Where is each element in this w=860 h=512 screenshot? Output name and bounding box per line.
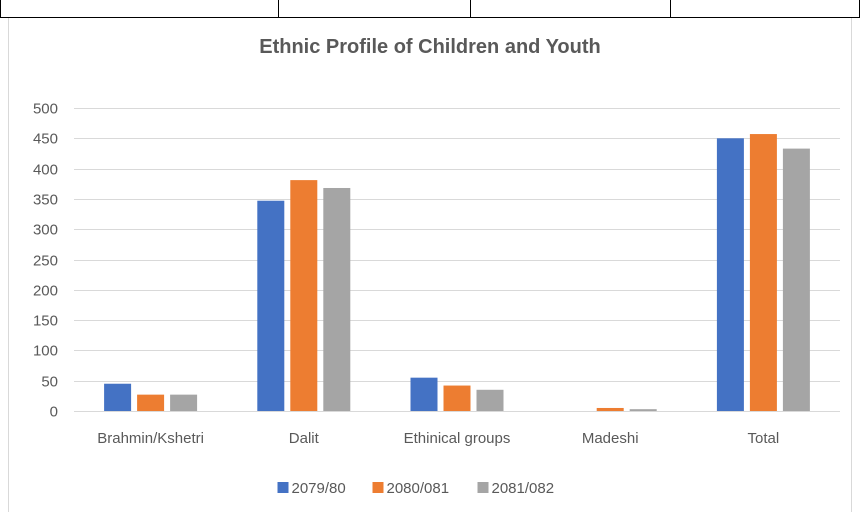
- y-tick-label: 0: [50, 404, 58, 421]
- chart-title: Ethnic Profile of Children and Youth: [259, 36, 600, 58]
- y-tick-label: 200: [33, 283, 58, 300]
- bar: [104, 383, 132, 411]
- bar: [782, 148, 810, 412]
- legend-swatch: [277, 482, 289, 493]
- bar: [716, 138, 744, 412]
- bars: [104, 134, 810, 412]
- bar: [476, 389, 504, 411]
- y-tick-label: 400: [33, 162, 58, 179]
- legend-swatch: [477, 482, 489, 493]
- x-tick-label: Brahmin/Kshetri: [97, 430, 204, 447]
- y-tick-label: 450: [33, 131, 58, 148]
- gridlines: [74, 108, 840, 412]
- bar: [170, 394, 198, 411]
- x-tick-label: Ethinical groups: [404, 430, 511, 447]
- y-tick-label: 50: [41, 374, 58, 391]
- bar: [290, 180, 318, 411]
- bar: [596, 407, 624, 411]
- legend: 2079/80 2080/081 2081/082: [277, 480, 555, 497]
- y-tick-label: 250: [33, 253, 58, 270]
- bar: [749, 134, 777, 412]
- y-tick-label: 300: [33, 222, 58, 239]
- y-tick-label: 350: [33, 192, 58, 209]
- y-tick-label: 150: [33, 313, 58, 330]
- legend-swatch: [372, 482, 384, 493]
- bar: [629, 409, 657, 411]
- x-tick-label: Dalit: [289, 430, 320, 447]
- x-axis-ticks: Brahmin/Kshetri Dalit Ethinical groups Made…: [97, 430, 779, 447]
- y-tick-label: 100: [33, 343, 58, 360]
- x-tick-label: Madeshi: [582, 430, 639, 447]
- y-tick-label: 500: [33, 101, 58, 118]
- legend-label: 2080/081: [387, 480, 450, 497]
- y-axis-ticks: 0 50 100 150 200 250 300 350 400 450 500: [33, 101, 58, 421]
- legend-label: 2079/80: [292, 480, 346, 497]
- bar: [443, 385, 471, 411]
- bar: [137, 394, 165, 411]
- x-tick-label: Total: [748, 430, 780, 447]
- bar: [323, 187, 351, 411]
- bar: [410, 377, 438, 411]
- legend-label: 2081/082: [492, 480, 555, 497]
- bar: [257, 200, 285, 411]
